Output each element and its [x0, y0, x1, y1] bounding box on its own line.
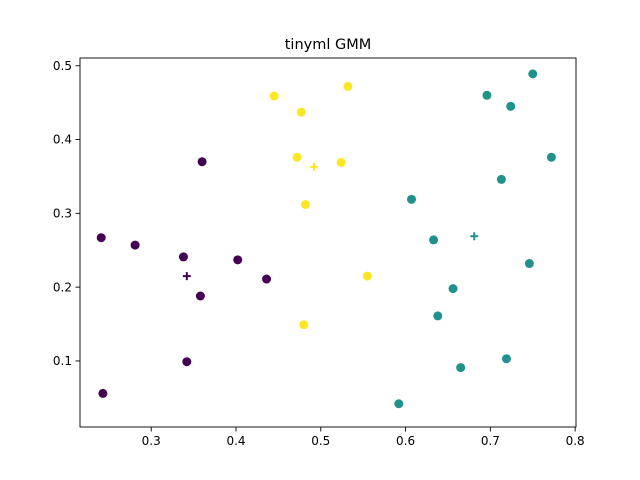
centroid-marker-cluster-1 [470, 232, 479, 241]
y-tick-label: 0.3 [53, 207, 72, 221]
centroid-marker-cluster-2 [310, 162, 319, 171]
scatter-point-cluster-0-7 [182, 357, 192, 367]
scatter-point-cluster-2-2 [296, 107, 306, 117]
scatter-point-cluster-1-7 [524, 259, 534, 269]
scatter-point-cluster-2-0 [269, 91, 279, 101]
y-tick-label: 0.5 [53, 59, 72, 73]
scatter-point-cluster-0-5 [262, 274, 272, 284]
x-tick-label: 0.6 [396, 434, 415, 448]
y-tick-label: 0.4 [53, 133, 72, 147]
scatter-point-cluster-2-6 [362, 271, 372, 281]
scatter-point-cluster-1-9 [433, 311, 443, 321]
scatter-point-cluster-1-4 [496, 174, 506, 184]
scatter-point-cluster-1-5 [407, 194, 417, 204]
scatter-point-cluster-0-8 [98, 388, 108, 398]
scatter-point-cluster-0-6 [195, 291, 205, 301]
x-tick-label: 0.4 [226, 434, 245, 448]
scatter-point-cluster-1-11 [456, 363, 466, 373]
scatter-point-cluster-2-4 [336, 157, 346, 167]
scatter-point-cluster-0-1 [130, 240, 140, 250]
scatter-point-cluster-1-3 [546, 152, 556, 162]
centroid-marker-cluster-0 [182, 272, 191, 281]
plot-frame [79, 57, 577, 428]
scatter-point-cluster-1-6 [429, 235, 439, 245]
scatter-point-cluster-2-7 [299, 320, 309, 330]
scatter-point-cluster-0-2 [178, 252, 188, 262]
x-tick-label: 0.3 [142, 434, 161, 448]
chart-title: tinyml GMM [285, 37, 372, 53]
scatter-point-cluster-0-0 [96, 233, 106, 243]
x-tick-label: 0.7 [481, 434, 500, 448]
scatter-point-cluster-2-5 [301, 199, 311, 209]
scatter-point-cluster-1-2 [506, 101, 516, 111]
scatter-point-cluster-1-10 [501, 354, 511, 364]
scatter-point-cluster-2-3 [292, 152, 302, 162]
scatter-point-cluster-0-4 [233, 255, 243, 265]
scatter-point-cluster-1-12 [394, 399, 404, 409]
scatter-point-cluster-1-1 [482, 90, 492, 100]
scatter-point-cluster-1-0 [528, 69, 538, 79]
x-tick-label: 0.5 [311, 434, 330, 448]
y-tick-label: 0.2 [53, 280, 72, 294]
x-tick-label: 0.8 [566, 434, 585, 448]
axes: 0.3 0.4 0.5 0.6 0.7 0.8 0.1 0.2 0.3 0.4 0.5 [53, 57, 585, 448]
scatter-point-cluster-0-3 [197, 157, 207, 167]
scatter-point-cluster-1-8 [448, 284, 458, 294]
scatter-point-cluster-2-1 [343, 81, 353, 91]
y-tick-label: 0.1 [53, 354, 72, 368]
